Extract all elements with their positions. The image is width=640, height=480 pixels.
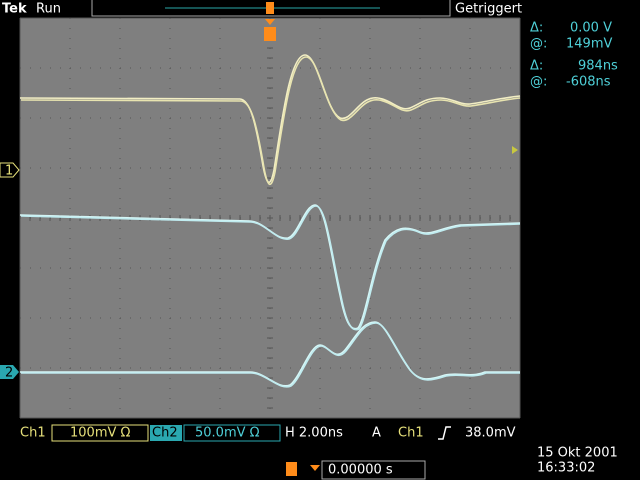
trigger-level: 38.0mV [465, 426, 516, 441]
graticule [19, 17, 521, 419]
ch1-label: Ch1 [20, 426, 46, 441]
cursor-label: @: [530, 75, 547, 90]
trigger-source: Ch1 [398, 426, 424, 441]
cursor-value: 149mV [566, 37, 612, 52]
ch2-marker [0, 365, 19, 379]
cursor-label: Δ: [530, 59, 543, 74]
trigger-pos-icon [266, 2, 274, 14]
ch1-marker-label: 1 [5, 164, 13, 179]
run-status: Run [36, 2, 61, 17]
ch2-trace [20, 205, 521, 331]
ch2-trace [20, 321, 520, 387]
ch2-scale: 50.0mV Ω [195, 426, 260, 441]
cursor-value: 984ns [578, 59, 618, 74]
brand: Tek [2, 2, 27, 17]
trigger-slope [438, 426, 451, 440]
date: 15 Okt 2001 [537, 446, 618, 461]
trigger-state: Getriggert [455, 2, 522, 17]
ch1-marker [0, 162, 20, 178]
ch2-label-box [150, 425, 182, 441]
trigger-icon [286, 462, 297, 476]
cursor-label: @: [530, 37, 547, 52]
ch2-label: Ch2 [152, 426, 178, 441]
trigger-position-box [321, 460, 426, 480]
trigger-mode: A [372, 426, 381, 441]
horizontal-scale: H 2.00ns [285, 426, 343, 441]
cursor-value: -608ns [566, 75, 611, 90]
trigger-marker [264, 27, 276, 41]
ch2-scale-box [183, 424, 281, 442]
ch1-trace [20, 56, 521, 186]
ch1-scale-box [51, 424, 149, 442]
trigger-position: 0.00000 s [328, 463, 393, 478]
cursor-label: Δ: [530, 21, 543, 36]
traces [19, 54, 521, 388]
ch1-scale: 100mV Ω [70, 426, 131, 441]
trigger-icon-arrow [310, 465, 320, 471]
ch2-marker-label: 2 [5, 366, 13, 381]
trigger-arrow [265, 19, 275, 25]
cursor-value: 0.00 V [570, 21, 612, 36]
ch2-trace [21, 322, 520, 388]
record-bar [91, 0, 451, 17]
time: 16:33:02 [537, 461, 595, 476]
trigger-level-marker [512, 146, 518, 154]
